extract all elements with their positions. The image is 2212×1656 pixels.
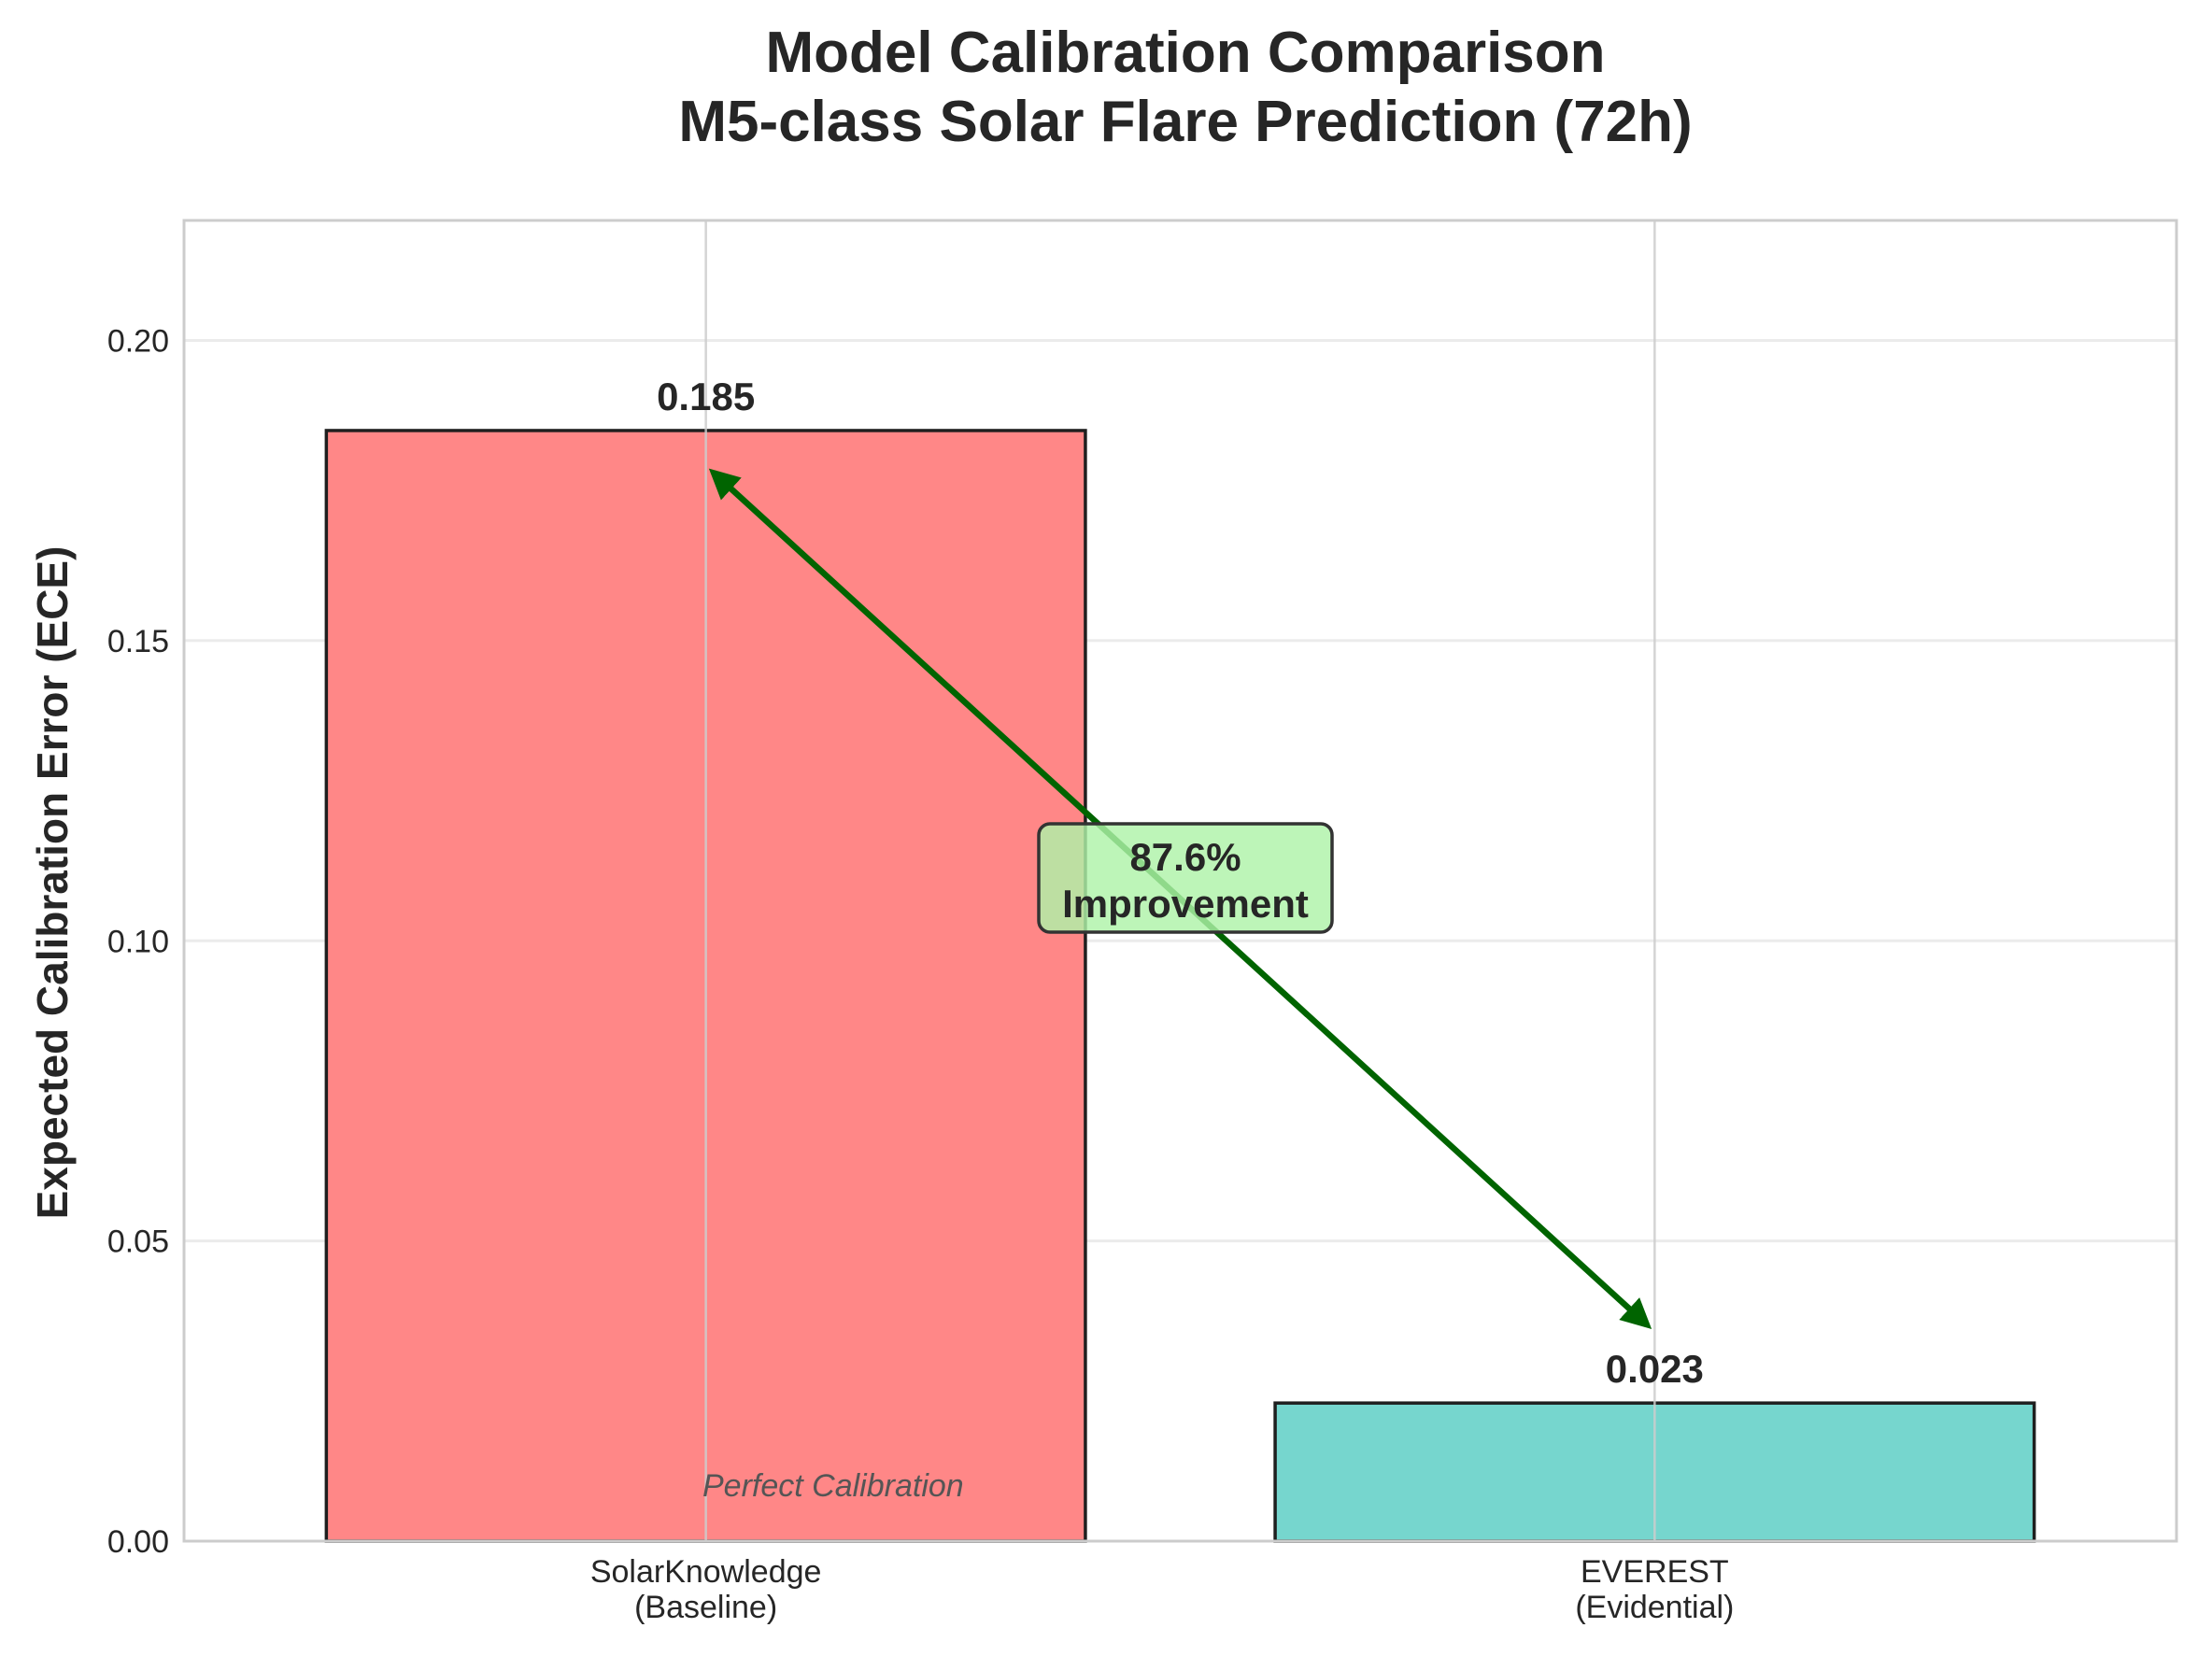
y-tick-label: 0.20	[107, 324, 169, 360]
x-tick-label: SolarKnowledge	[590, 1554, 822, 1590]
improvement-label: 87.6%	[1129, 835, 1241, 879]
arrow-to-everest	[1178, 896, 1652, 1330]
y-axis-label: Expected Calibration Error (ECE)	[28, 546, 77, 1220]
plot-frame	[182, 219, 2178, 1543]
y-tick-label: 0.05	[107, 1224, 169, 1260]
bar-value-label: 0.023	[1606, 1347, 1704, 1391]
improvement-label: Improvement	[1062, 882, 1309, 926]
y-tick-label: 0.00	[107, 1524, 169, 1560]
chart-title-line-2: M5-class Solar Flare Prediction (72h)	[678, 90, 1692, 154]
plot-border	[182, 219, 2178, 1543]
x-tick-label: (Evidential)	[1575, 1590, 1734, 1625]
bar-value-label: 0.185	[657, 375, 755, 418]
y-tick-label: 0.15	[107, 624, 169, 659]
annotation: 87.6%Improvement Perfect Calibration	[702, 468, 1652, 1504]
chart-title-line-1: Model Calibration Comparison	[765, 21, 1605, 85]
perfect-calibration-label: Perfect Calibration	[702, 1468, 964, 1504]
x-tick-label: (Baseline)	[634, 1590, 777, 1625]
x-tick-label: EVEREST	[1581, 1554, 1729, 1590]
y-tick-label: 0.10	[107, 924, 169, 959]
bars: 0.185 0.023	[324, 220, 2036, 1543]
axis-ticks: 0.00 0.05 0.10 0.15 0.20 SolarKnowledge(Basel…	[107, 324, 1735, 1625]
improvement-box	[1037, 822, 1334, 934]
